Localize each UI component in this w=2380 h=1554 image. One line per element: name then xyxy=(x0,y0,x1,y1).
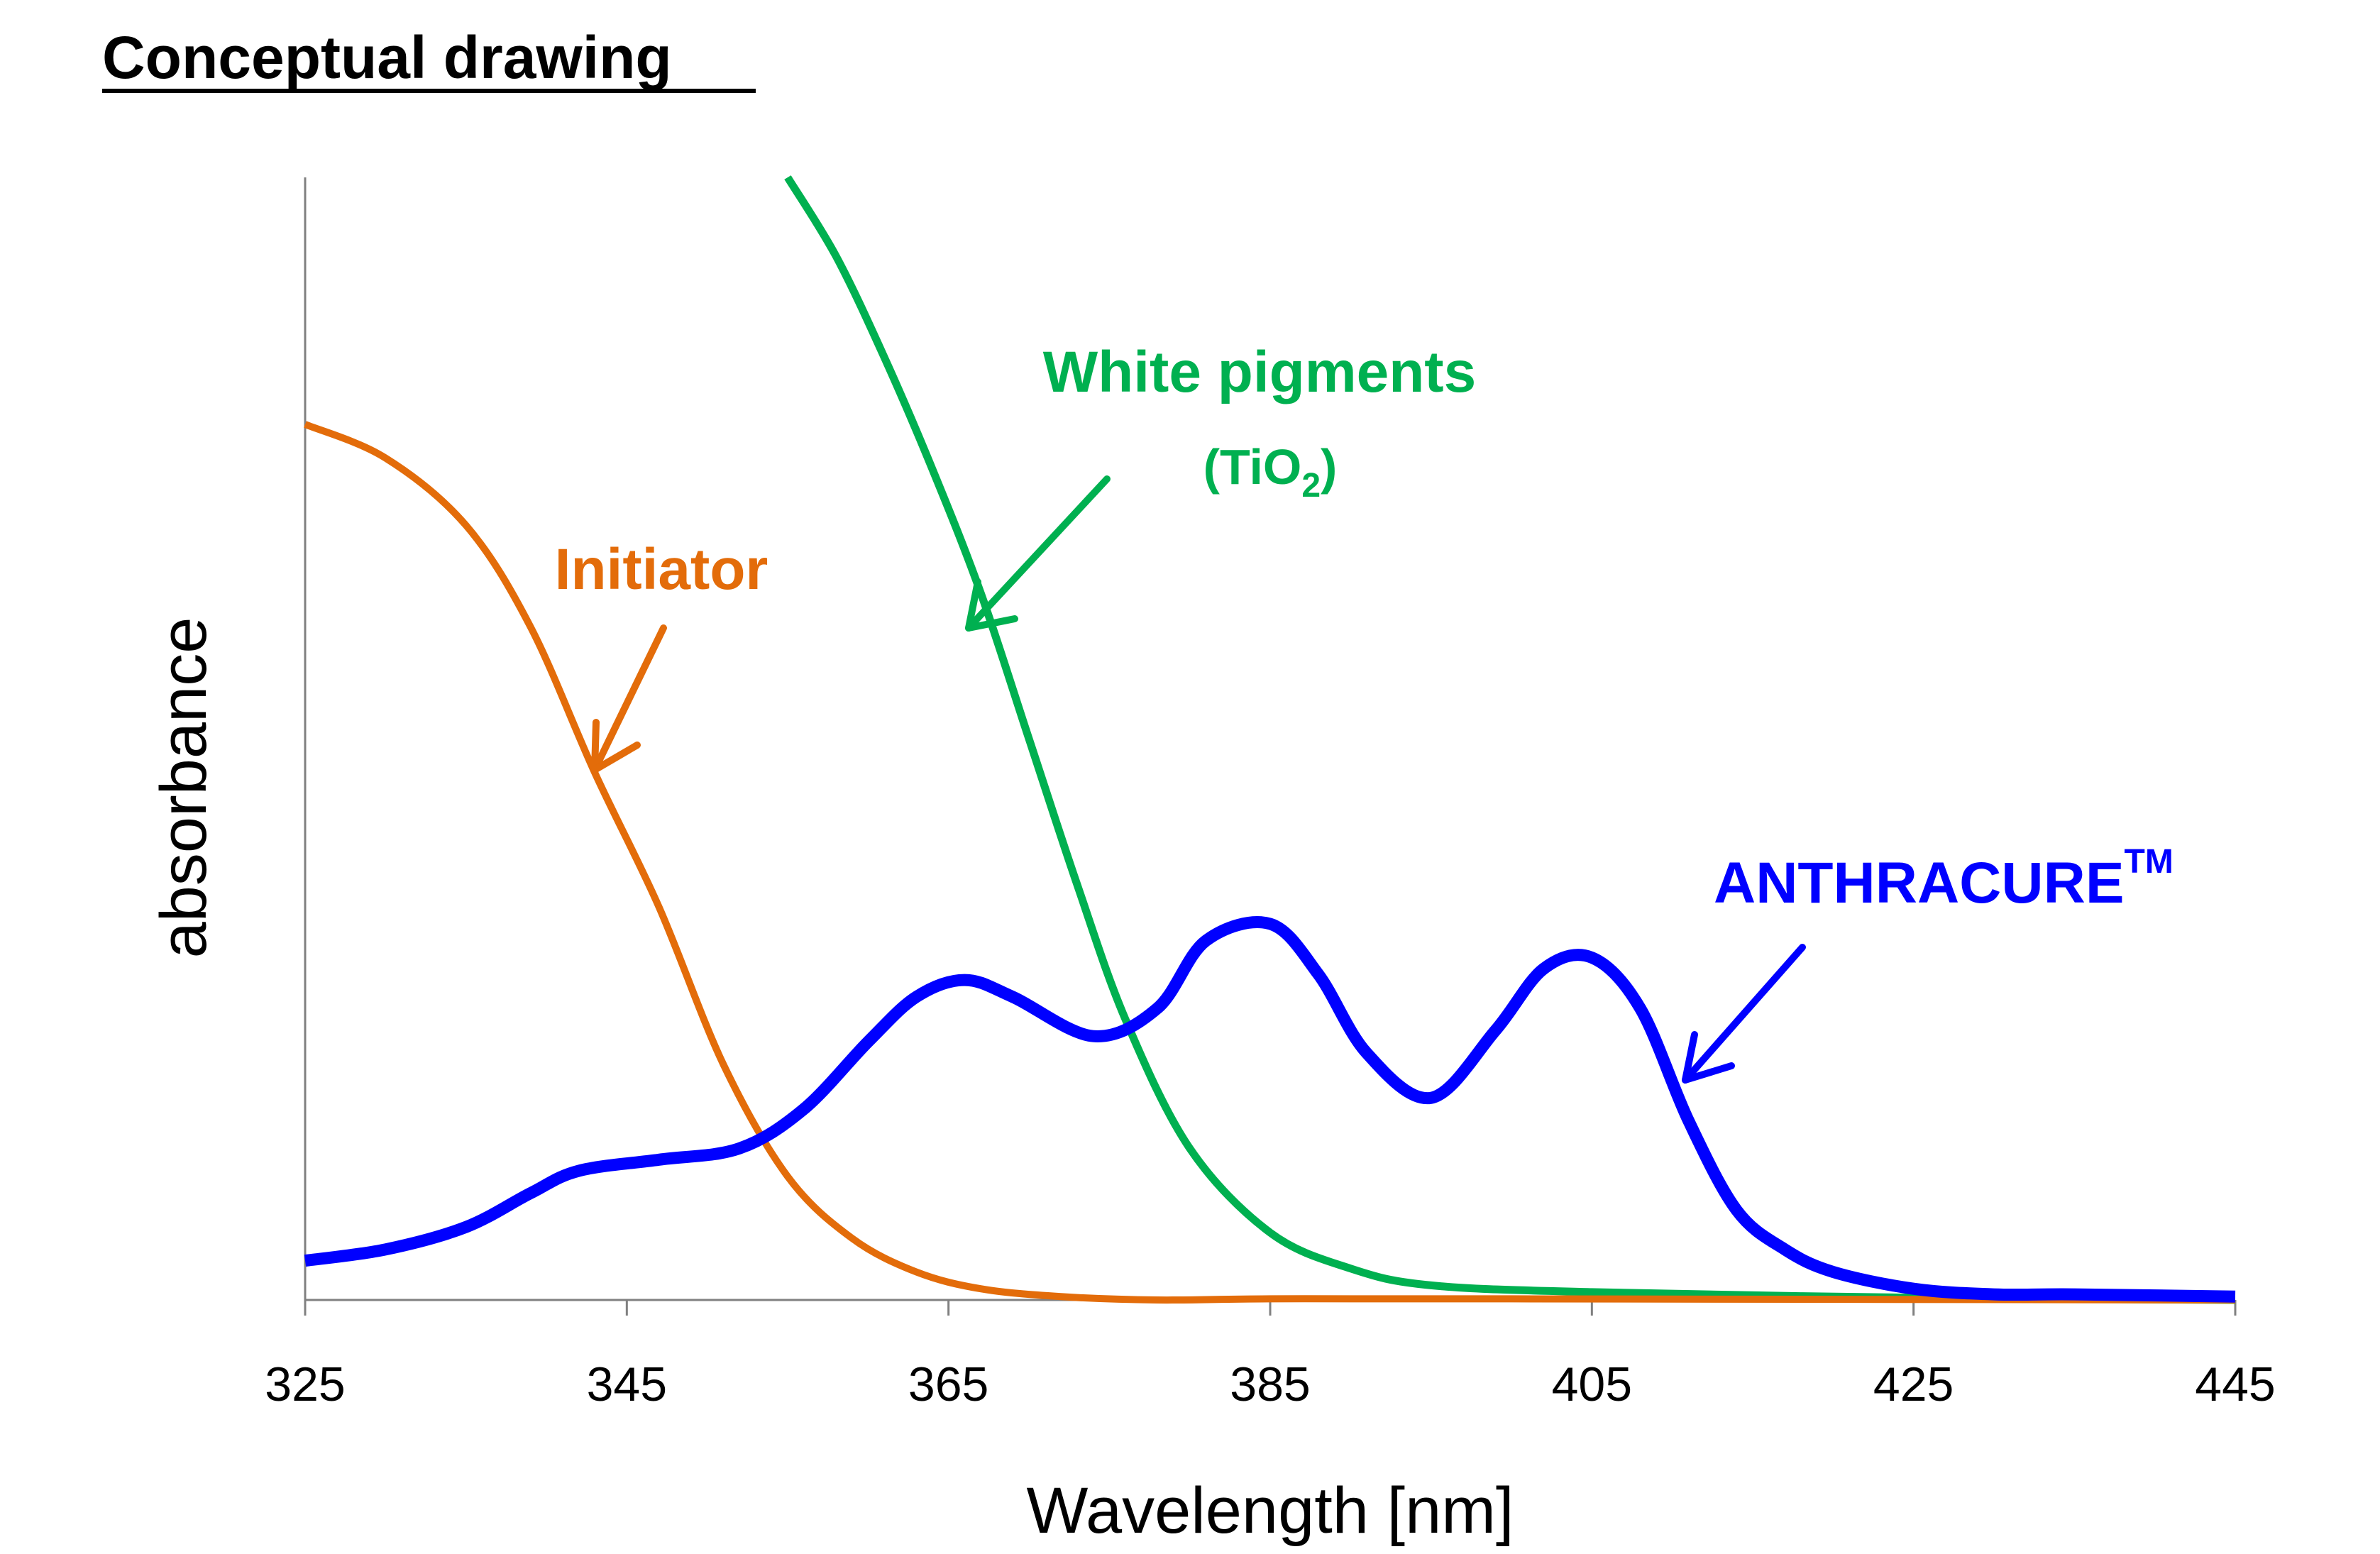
chart-title: Conceptual drawing xyxy=(102,24,672,91)
tio2-close: ) xyxy=(1321,439,1337,495)
anthracure-label: ANTHRACURE xyxy=(1714,851,2125,915)
x-tick-label: 365 xyxy=(908,1357,988,1411)
white-pigments-arrow xyxy=(965,475,1111,632)
initiator-line xyxy=(304,421,2236,1304)
white-pigments-line xyxy=(784,175,2236,1304)
x-axis-label: Wavelength [nm] xyxy=(1027,1475,1514,1547)
tio2-annotation: (TiO2) xyxy=(1203,439,1338,505)
series-layer xyxy=(304,175,2236,1304)
x-tick-label: 345 xyxy=(587,1357,667,1411)
x-tick-label: 425 xyxy=(1873,1357,1954,1411)
anthracure-annotation: ANTHRACURETM xyxy=(1714,843,2174,915)
y-axis-label: absorbance xyxy=(148,617,220,959)
initiator-annotation: Initiator xyxy=(555,537,768,602)
anthracure-arrow xyxy=(1682,944,1806,1084)
x-tick-label: 325 xyxy=(265,1357,345,1411)
x-tick-label: 405 xyxy=(1552,1357,1632,1411)
initiator-arrow xyxy=(591,624,667,773)
tio2-open: (TiO xyxy=(1203,439,1302,495)
x-tick-label: 445 xyxy=(2195,1357,2275,1411)
anthracure-line xyxy=(304,916,2236,1303)
x-tick-label: 385 xyxy=(1230,1357,1310,1411)
anthracure-trademark: TM xyxy=(2125,843,2174,881)
white-pigments-annotation: White pigments xyxy=(1043,340,1476,404)
tio2-subscript: 2 xyxy=(1301,467,1321,505)
x-axis-ticks: 325 345 365 385 405 425 445 xyxy=(265,1300,2276,1411)
